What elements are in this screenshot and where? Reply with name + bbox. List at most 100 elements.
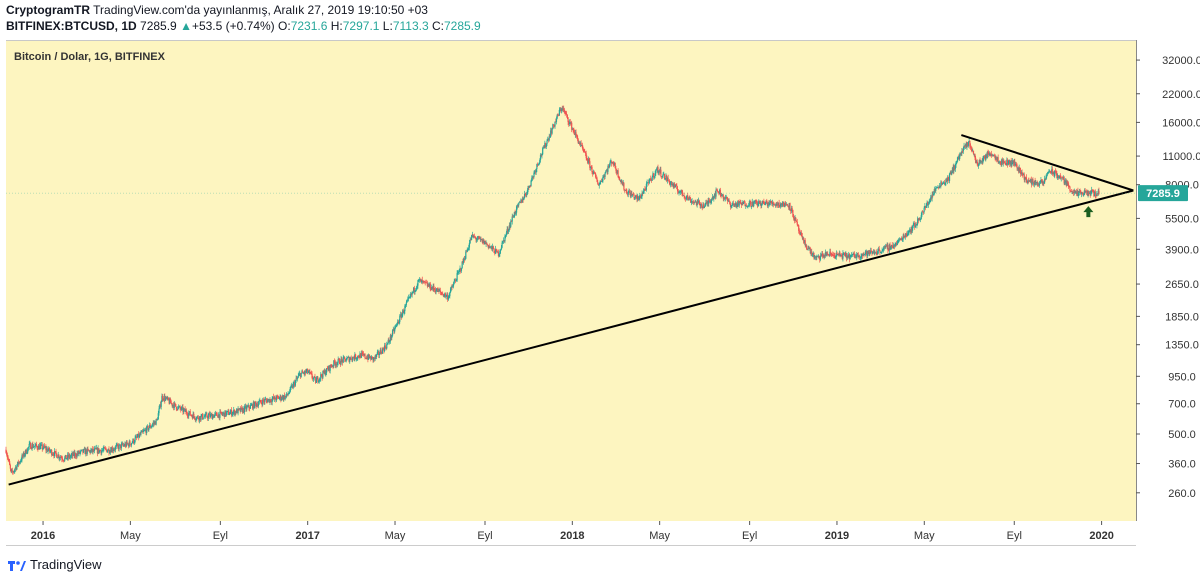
candle-up xyxy=(271,399,273,403)
candle-down xyxy=(647,182,650,184)
candle-down xyxy=(212,415,215,418)
candle-up xyxy=(315,379,318,383)
time-axis[interactable] xyxy=(6,521,1136,546)
candle-down xyxy=(771,202,773,205)
candle-down xyxy=(332,365,334,367)
candle-up xyxy=(252,402,254,409)
candle-down xyxy=(719,189,721,196)
candle-down xyxy=(519,202,521,204)
candle-up xyxy=(715,189,717,197)
candle-down xyxy=(695,201,698,206)
candle-down xyxy=(1089,192,1091,196)
candle-up xyxy=(411,292,413,295)
candle-up xyxy=(69,456,72,458)
candle-down xyxy=(1009,159,1011,165)
candle-down xyxy=(764,203,766,205)
candle-up xyxy=(287,394,289,395)
candle-down xyxy=(683,195,685,197)
candle-up xyxy=(927,203,930,205)
candle-up xyxy=(227,410,229,412)
candle-down xyxy=(580,142,582,146)
candle-down xyxy=(893,244,896,247)
candle-up xyxy=(816,256,818,258)
candle-up xyxy=(559,109,561,111)
candle-down xyxy=(729,201,731,204)
candle-down xyxy=(1005,164,1007,166)
candle-down xyxy=(1088,191,1090,194)
candle-down xyxy=(372,356,374,361)
candle-down xyxy=(629,191,631,193)
candle-down xyxy=(23,452,25,456)
candle-up xyxy=(291,385,293,387)
candle-down xyxy=(650,179,653,181)
candle-down xyxy=(496,249,498,253)
candle-down xyxy=(334,362,336,366)
candle-up xyxy=(246,406,249,408)
candle-down xyxy=(666,175,668,181)
candle-down xyxy=(699,202,701,206)
candle-down xyxy=(925,206,927,208)
candle-down xyxy=(423,281,426,282)
candle-down xyxy=(51,450,53,456)
candle-up xyxy=(995,157,997,160)
candle-up xyxy=(272,396,274,400)
candle-up xyxy=(119,444,121,446)
candle-down xyxy=(1063,177,1065,184)
candle-down xyxy=(645,188,647,190)
candle-down xyxy=(606,170,608,172)
candle-down xyxy=(743,201,745,203)
candle-up xyxy=(513,211,515,217)
candle-down xyxy=(994,155,996,160)
candle-down xyxy=(220,411,222,413)
candle-up xyxy=(247,405,249,407)
candle-down xyxy=(444,293,447,297)
candle-up xyxy=(653,176,655,178)
candle-up xyxy=(477,236,479,240)
candle-down xyxy=(314,376,316,378)
candle-down xyxy=(770,200,772,203)
candle-up xyxy=(908,231,910,234)
candle-up xyxy=(446,294,448,296)
price-axis[interactable] xyxy=(1136,40,1200,521)
candle-down xyxy=(566,113,568,115)
candle-up xyxy=(337,359,339,363)
candle-up xyxy=(872,252,874,254)
candle-down xyxy=(311,373,313,378)
candle-up xyxy=(858,255,860,258)
candle-down xyxy=(667,177,669,181)
candle-up xyxy=(790,208,793,212)
candle-up xyxy=(852,253,854,255)
candle-down xyxy=(660,169,662,177)
candle-up xyxy=(192,413,194,419)
candle-up xyxy=(1078,191,1080,193)
candle-up xyxy=(851,254,853,256)
candle-down xyxy=(618,177,621,181)
candle-up xyxy=(161,395,163,403)
candle-down xyxy=(41,444,43,450)
candle-down xyxy=(273,396,275,399)
candle-up xyxy=(529,185,531,188)
candle-up xyxy=(616,170,618,174)
candle-up xyxy=(1035,181,1038,183)
candle-up xyxy=(504,235,506,242)
candle-up xyxy=(544,142,546,148)
candle-up xyxy=(1047,171,1049,173)
candle-up xyxy=(289,387,291,392)
candle-up xyxy=(115,445,117,447)
candle-down xyxy=(787,206,790,208)
candle-down xyxy=(785,202,787,206)
candle-up xyxy=(273,396,275,399)
candle-up xyxy=(81,449,83,451)
candle-down xyxy=(221,413,223,415)
candle-down xyxy=(382,348,384,350)
candle-down xyxy=(1054,170,1057,172)
candle-up xyxy=(711,196,713,200)
candle-up xyxy=(152,423,154,425)
chart-plot-area[interactable] xyxy=(6,40,1136,523)
candle-down xyxy=(310,372,312,374)
candle-up xyxy=(278,397,281,399)
candle-down xyxy=(19,462,21,463)
candle-up xyxy=(856,254,858,258)
candle-up xyxy=(501,242,503,248)
